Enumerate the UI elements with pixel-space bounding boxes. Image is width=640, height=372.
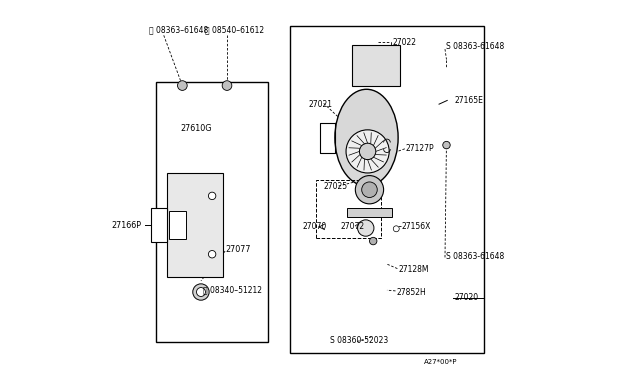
Text: S 08363-61648: S 08363-61648 bbox=[447, 252, 505, 261]
Bar bbox=[316, 180, 381, 238]
Text: 27070: 27070 bbox=[302, 222, 326, 231]
Text: 27156X: 27156X bbox=[402, 222, 431, 231]
Bar bbox=[168, 173, 223, 277]
Circle shape bbox=[209, 250, 216, 258]
Bar bbox=[351, 45, 400, 86]
Text: 27166P: 27166P bbox=[111, 221, 141, 230]
Circle shape bbox=[222, 81, 232, 90]
Text: 27022: 27022 bbox=[392, 38, 417, 47]
Bar bbox=[156, 82, 268, 342]
Circle shape bbox=[346, 130, 389, 173]
Circle shape bbox=[369, 237, 377, 245]
Circle shape bbox=[362, 182, 377, 198]
Text: 27165E: 27165E bbox=[454, 96, 484, 105]
Text: 27852H: 27852H bbox=[396, 288, 426, 296]
Bar bbox=[347, 208, 392, 217]
Circle shape bbox=[355, 176, 383, 204]
Circle shape bbox=[196, 288, 205, 296]
Bar bbox=[151, 208, 168, 242]
Text: 27020: 27020 bbox=[454, 293, 479, 302]
Circle shape bbox=[177, 81, 187, 90]
Text: 27610G: 27610G bbox=[181, 124, 212, 133]
Text: 27128M: 27128M bbox=[398, 265, 429, 274]
Circle shape bbox=[443, 141, 450, 149]
Text: Ⓢ 08363–61648: Ⓢ 08363–61648 bbox=[149, 25, 208, 34]
Text: A27*00*P: A27*00*P bbox=[424, 359, 458, 365]
Text: Ⓢ 08540–61612: Ⓢ 08540–61612 bbox=[205, 25, 264, 34]
Text: S 08360-52023: S 08360-52023 bbox=[330, 336, 388, 345]
Bar bbox=[291, 26, 484, 353]
Text: Ⓢ 08340–51212: Ⓢ 08340–51212 bbox=[203, 286, 262, 295]
Circle shape bbox=[358, 220, 374, 236]
Circle shape bbox=[360, 143, 376, 160]
Text: 27072: 27072 bbox=[340, 222, 365, 231]
Circle shape bbox=[209, 192, 216, 200]
Circle shape bbox=[193, 284, 209, 300]
Circle shape bbox=[394, 226, 399, 232]
Bar bbox=[170, 211, 186, 239]
Text: 27127P: 27127P bbox=[406, 144, 434, 153]
Ellipse shape bbox=[335, 89, 398, 186]
Text: 27025: 27025 bbox=[324, 182, 348, 190]
Text: 27077: 27077 bbox=[225, 245, 251, 254]
Text: 27021: 27021 bbox=[308, 100, 332, 109]
Text: S 08363-61648: S 08363-61648 bbox=[447, 42, 505, 51]
